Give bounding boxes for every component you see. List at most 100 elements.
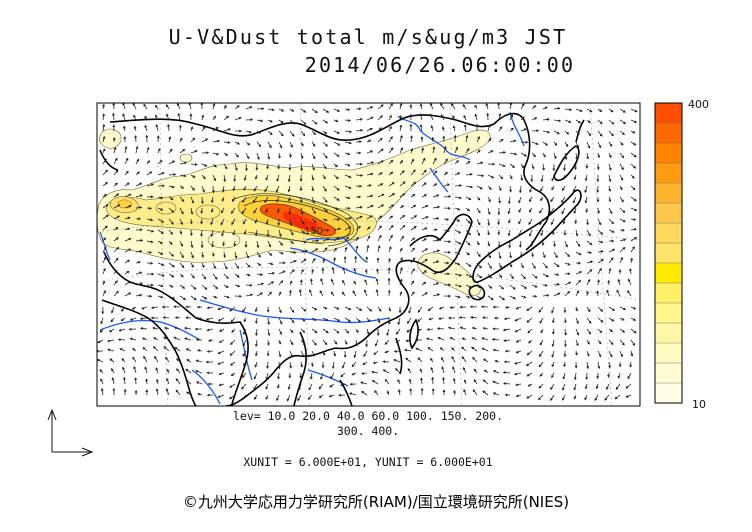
wind-arrow-icon (526, 372, 533, 377)
wind-arrow-icon (454, 218, 461, 222)
wind-arrow-icon (330, 278, 335, 286)
wind-arrow-icon (442, 389, 446, 396)
wind-arrow-icon (498, 163, 506, 167)
wind-arrow-icon (432, 249, 441, 253)
wind-arrow-icon (153, 337, 159, 341)
wind-arrow-icon (245, 152, 250, 160)
wind-arrow-icon (135, 282, 143, 286)
wind-arrow-icon (133, 125, 137, 132)
wind-arrow-icon (509, 152, 518, 156)
wind-arrows (97, 103, 638, 402)
wind-arrow-icon (377, 245, 381, 253)
wind-arrow-icon (264, 185, 269, 193)
wind-arrow-icon (619, 247, 626, 253)
wind-arrow-icon (497, 240, 501, 248)
wind-arrow-icon (476, 229, 481, 237)
wind-arrow-icon (597, 250, 604, 253)
wind-arrow-icon (298, 383, 302, 391)
wind-arrow-icon (300, 163, 303, 172)
wind-arrow-icon (265, 207, 269, 214)
coast-china-east (335, 259, 433, 350)
wind-arrow-icon (311, 119, 318, 125)
wind-arrow-icon (542, 130, 551, 134)
wind-arrow-icon (133, 114, 137, 121)
wind-arrow-icon (376, 268, 379, 275)
wind-arrow-icon (322, 152, 328, 159)
wind-arrow-icon (619, 339, 625, 346)
wind-arrow-icon (564, 130, 570, 135)
wind-arrow-icon (520, 128, 527, 132)
wind-arrow-icon (366, 184, 372, 187)
colorbar-cell (654, 182, 683, 204)
wind-arrow-icon (97, 349, 104, 353)
wind-arrow-icon (267, 339, 270, 346)
wind-arrow-icon (355, 328, 359, 334)
wind-arrow-icon (485, 103, 489, 110)
wind-arrow-icon (157, 148, 161, 154)
wind-arrow-icon (498, 295, 506, 301)
wind-arrow-icon (206, 306, 214, 310)
wind-arrow-icon (218, 339, 225, 343)
wind-arrow-icon (254, 394, 258, 400)
wind-arrow-icon (561, 207, 566, 215)
wind-arrow-icon (388, 257, 391, 264)
wind-arrow-icon (123, 125, 126, 132)
wind-arrow-icon (629, 268, 632, 275)
wind-arrow-icon (472, 356, 478, 363)
wind-arrow-icon (298, 288, 302, 297)
wind-arrow-icon (465, 240, 471, 246)
wind-arrow-icon (319, 290, 324, 297)
wind-arrow-icon (135, 194, 143, 198)
wind-arrow-icon (190, 284, 197, 290)
wind-arrow-icon (333, 256, 336, 264)
wind-arrow-icon (135, 171, 140, 176)
dust-contour (207, 231, 241, 249)
wind-arrow-icon (608, 108, 614, 113)
wind-arrow-icon (344, 185, 352, 189)
wind-arrow-icon (608, 207, 613, 215)
wind-arrow-icon (459, 305, 467, 309)
wind-arrow-icon (597, 361, 601, 370)
wind-arrow-icon (549, 207, 555, 215)
wind-arrow-icon (539, 207, 544, 214)
wind-arrow-icon (542, 118, 550, 121)
wind-arrow-icon (333, 217, 341, 221)
wind-arrow-icon (311, 174, 315, 181)
wind-arrow-icon (436, 327, 445, 331)
wind-arrow-icon (451, 347, 456, 352)
wind-arrow-icon (146, 218, 154, 222)
wind-arrow-icon (454, 295, 461, 299)
river (99, 319, 201, 341)
wind-arrow-icon (245, 141, 251, 146)
wind-arrow-icon (386, 328, 390, 336)
wind-arrow-icon (399, 181, 406, 187)
wind-arrow-icon (564, 262, 571, 266)
wind-arrow-icon (289, 251, 297, 254)
wind-arrow-icon (454, 262, 461, 266)
wind-arrow-icon (267, 108, 275, 112)
wind-arrow-icon (630, 246, 635, 253)
wind-arrow-icon (343, 350, 347, 358)
wind-arrow-icon (410, 280, 415, 286)
wind-arrow-icon (442, 376, 445, 385)
wind-arrow-icon (211, 185, 215, 194)
wind-arrow-icon (190, 137, 196, 143)
wind-arrow-icon (354, 255, 358, 264)
wind-arrow-icon (333, 328, 340, 334)
wind-arrow-icon (619, 141, 624, 146)
wind-arrow-icon (212, 115, 216, 121)
wind-arrow-icon (417, 357, 423, 363)
wind-arrow-icon (377, 225, 382, 231)
wind-arrow-icon (109, 358, 115, 363)
wind-arrow-icon (156, 135, 160, 143)
wind-arrow-icon (146, 294, 153, 298)
wind-arrow-icon (550, 218, 555, 226)
wind-arrow-icon (221, 196, 225, 202)
wind-arrow-icon (619, 108, 626, 113)
wind-arrow-icon (387, 267, 391, 275)
wind-arrow-icon (472, 389, 478, 396)
wind-arrow-icon (289, 152, 292, 158)
wind-arrow-icon (421, 258, 428, 264)
wind-arrow-icon (241, 207, 247, 214)
wind-arrow-icon (233, 240, 237, 247)
